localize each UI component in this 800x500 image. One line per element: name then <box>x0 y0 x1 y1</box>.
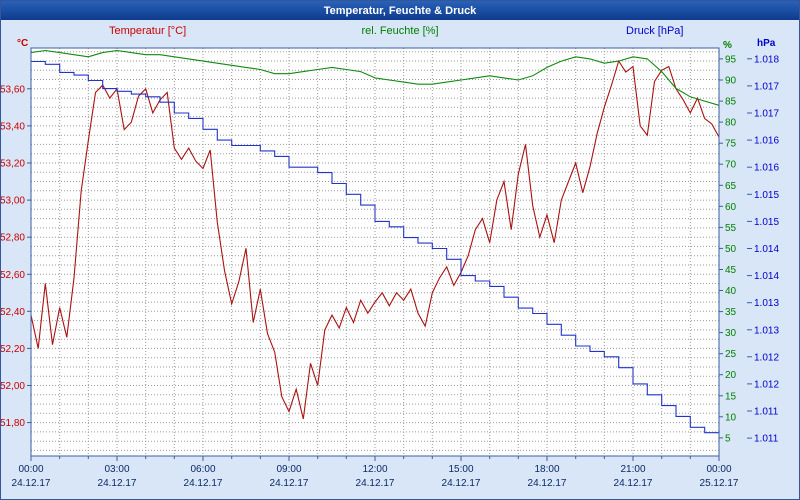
svg-text:75: 75 <box>725 139 737 150</box>
window-title: Temperatur, Feuchte & Druck <box>323 4 477 17</box>
svg-text:1.017: 1.017 <box>754 81 779 92</box>
svg-text:1.012: 1.012 <box>754 379 779 390</box>
svg-text:1.012: 1.012 <box>754 352 779 363</box>
svg-text:80: 80 <box>725 118 737 129</box>
svg-text:52,20: 52,20 <box>1 344 25 355</box>
svg-text:50: 50 <box>725 244 737 255</box>
svg-text:53,60: 53,60 <box>1 84 25 95</box>
svg-text:53,20: 53,20 <box>1 159 25 170</box>
svg-text:15: 15 <box>725 391 737 402</box>
svg-text:1.018: 1.018 <box>754 54 779 65</box>
svg-text:52,00: 52,00 <box>1 381 25 392</box>
titlebar: Temperatur, Feuchte & Druck <box>1 1 799 20</box>
svg-text:52,80: 52,80 <box>1 233 25 244</box>
svg-text:45: 45 <box>725 265 737 276</box>
svg-text:18:00: 18:00 <box>534 464 559 475</box>
svg-text:15:00: 15:00 <box>448 464 473 475</box>
svg-text:1.011: 1.011 <box>754 407 779 418</box>
svg-text:1.017: 1.017 <box>754 109 779 120</box>
svg-text:1.016: 1.016 <box>754 136 779 147</box>
svg-text:24.12.17: 24.12.17 <box>614 478 653 489</box>
svg-text:1.016: 1.016 <box>754 163 779 174</box>
svg-text:65: 65 <box>725 181 737 192</box>
legend-temperature: Temperatur [°C] <box>109 25 187 37</box>
svg-text:1.015: 1.015 <box>754 217 779 228</box>
svg-text:24.12.17: 24.12.17 <box>270 478 309 489</box>
svg-text:00:00: 00:00 <box>18 464 43 475</box>
svg-text:24.12.17: 24.12.17 <box>184 478 223 489</box>
svg-text:40: 40 <box>725 286 737 297</box>
svg-text:24.12.17: 24.12.17 <box>356 478 395 489</box>
svg-text:90: 90 <box>725 76 737 87</box>
svg-text:09:00: 09:00 <box>276 464 301 475</box>
svg-text:00:00: 00:00 <box>706 464 731 475</box>
svg-text:06:00: 06:00 <box>190 464 215 475</box>
svg-text:70: 70 <box>725 160 737 171</box>
svg-text:1.015: 1.015 <box>754 190 779 201</box>
svg-text:24.12.17: 24.12.17 <box>442 478 481 489</box>
svg-text:03:00: 03:00 <box>104 464 129 475</box>
svg-text:85: 85 <box>725 97 737 108</box>
svg-text:10: 10 <box>725 412 737 423</box>
svg-text:53,40: 53,40 <box>1 121 25 132</box>
svg-text:1.014: 1.014 <box>754 271 779 282</box>
svg-text:52,40: 52,40 <box>1 307 25 318</box>
svg-text:1.013: 1.013 <box>754 325 779 336</box>
svg-text:5: 5 <box>725 433 731 444</box>
svg-text:1.013: 1.013 <box>754 298 779 309</box>
svg-text:1.014: 1.014 <box>754 244 779 255</box>
legend-pressure: Druck [hPa] <box>626 25 684 37</box>
svg-text:1.011: 1.011 <box>754 434 779 445</box>
svg-text:12:00: 12:00 <box>362 464 387 475</box>
svg-text:53,00: 53,00 <box>1 196 25 207</box>
temperature-axis-unit: °C <box>17 38 29 49</box>
svg-text:24.12.17: 24.12.17 <box>528 478 567 489</box>
svg-text:24.12.17: 24.12.17 <box>12 478 51 489</box>
svg-text:51,80: 51,80 <box>1 418 25 429</box>
svg-text:95: 95 <box>725 54 737 65</box>
pressure-axis-unit: hPa <box>757 38 776 49</box>
svg-text:25: 25 <box>725 349 737 360</box>
svg-text:24.12.17: 24.12.17 <box>98 478 137 489</box>
svg-text:52,60: 52,60 <box>1 270 25 281</box>
svg-text:21:00: 21:00 <box>620 464 645 475</box>
svg-text:55: 55 <box>725 223 737 234</box>
humidity-axis-unit: % <box>723 40 732 51</box>
svg-text:60: 60 <box>725 202 737 213</box>
svg-text:30: 30 <box>725 328 737 339</box>
svg-text:20: 20 <box>725 370 737 381</box>
svg-text:25.12.17: 25.12.17 <box>700 478 739 489</box>
legend-humidity: rel. Feuchte [%] <box>361 25 439 37</box>
svg-text:35: 35 <box>725 307 737 318</box>
